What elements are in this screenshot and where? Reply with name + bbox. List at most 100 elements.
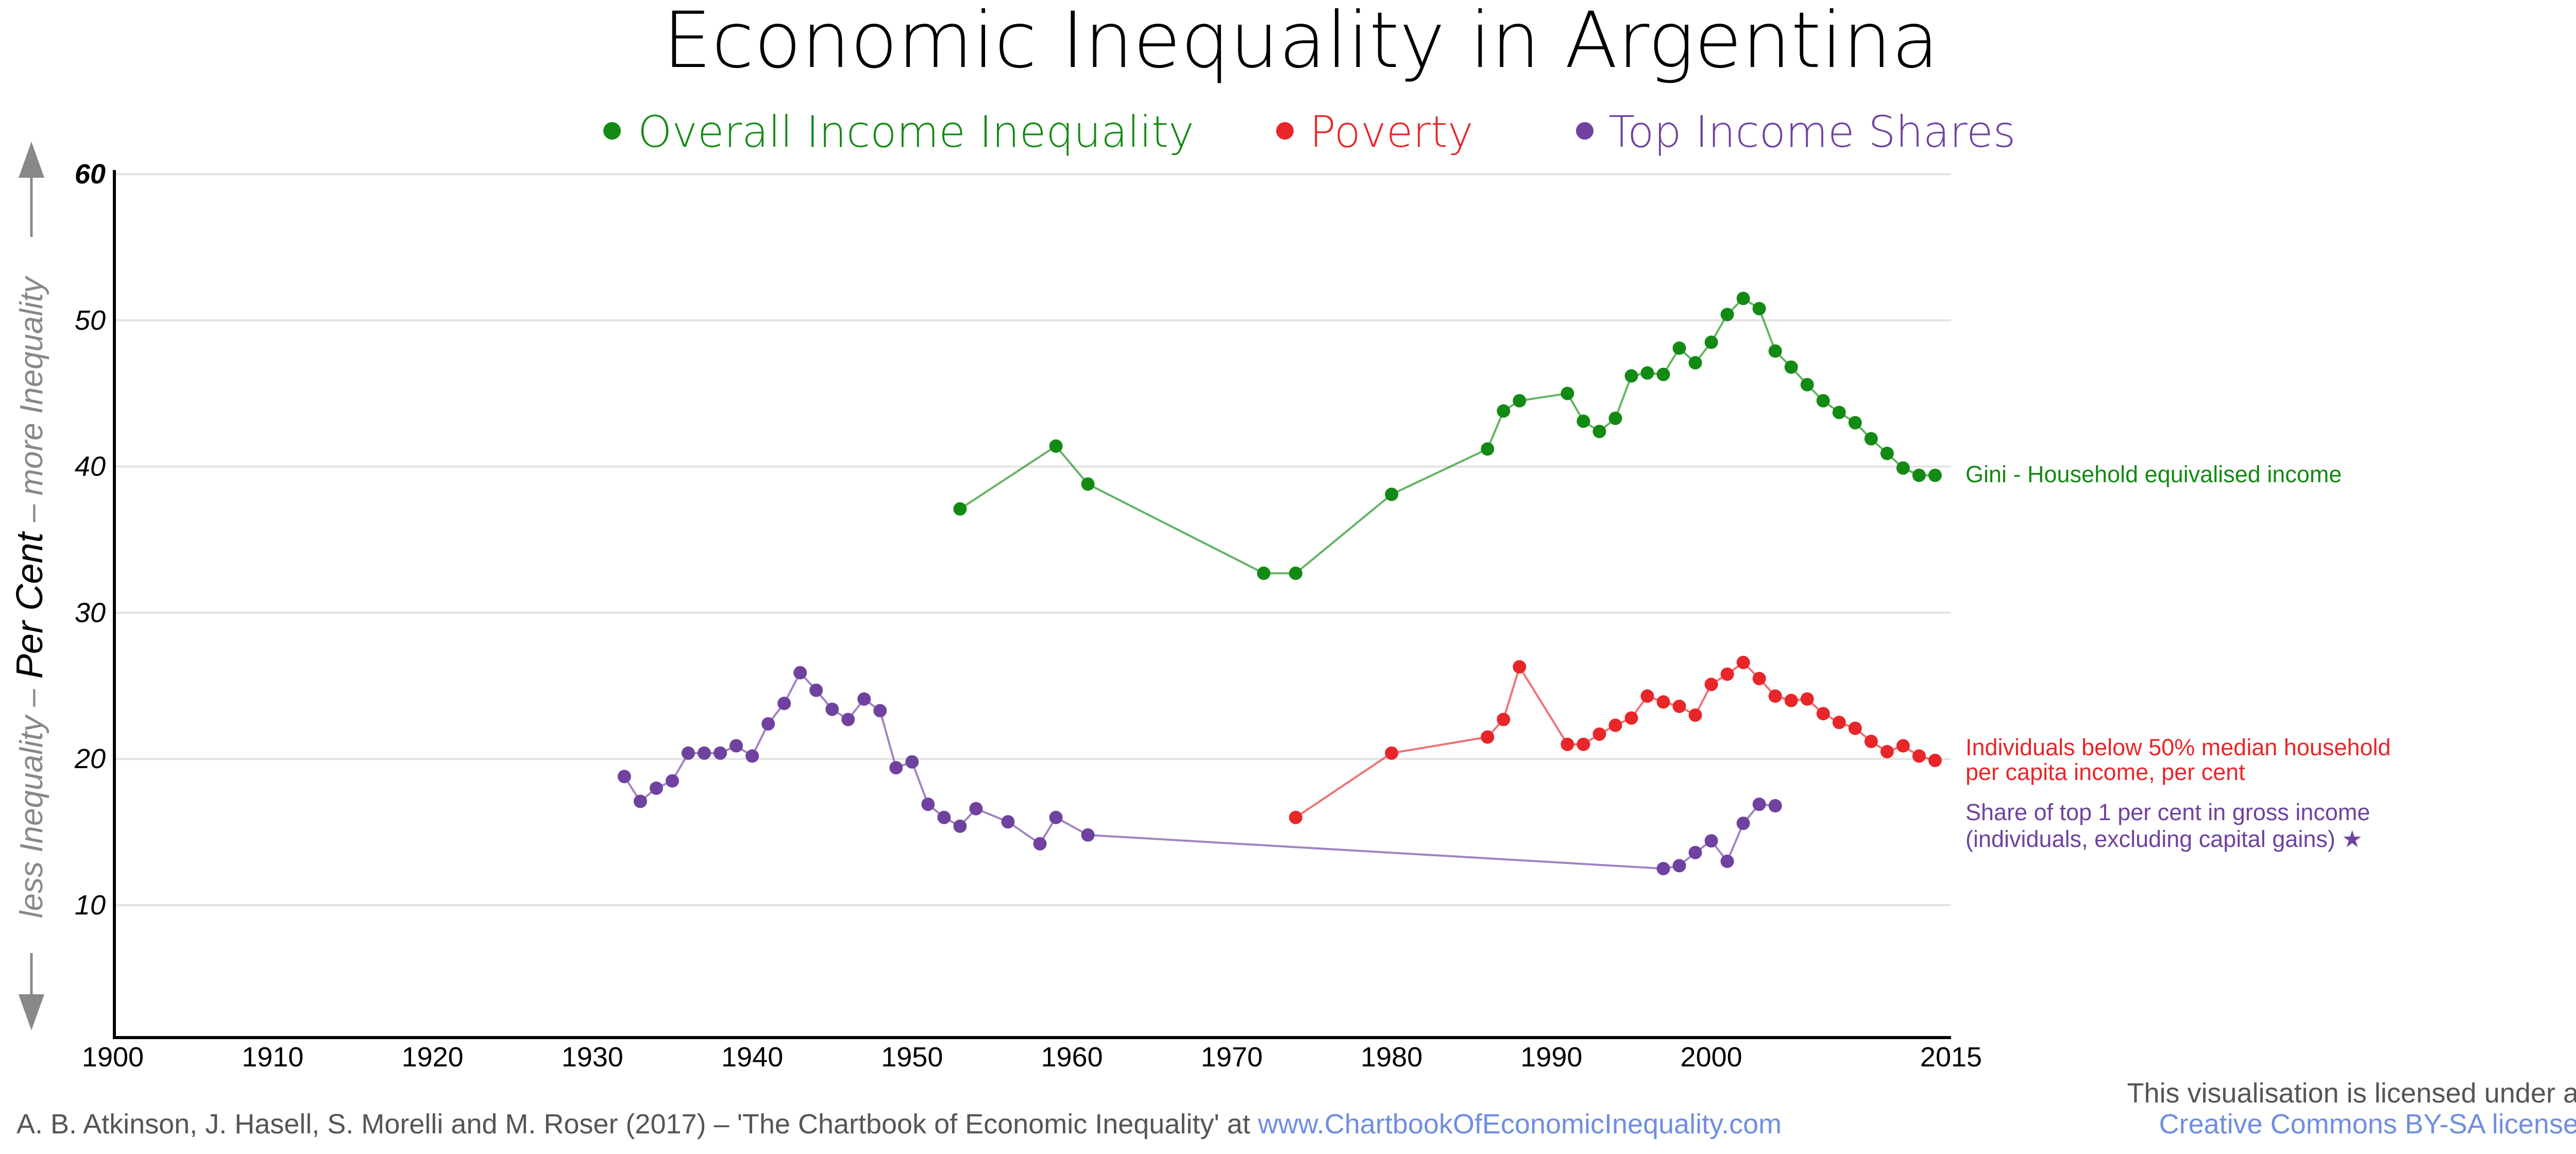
legend-label-poverty[interactable]: Poverty — [1310, 107, 1473, 157]
data-point[interactable] — [1816, 394, 1830, 408]
data-point[interactable] — [1385, 487, 1399, 501]
data-point[interactable] — [1832, 405, 1846, 419]
data-point[interactable] — [1257, 566, 1270, 580]
data-point[interactable] — [937, 810, 951, 824]
data-point[interactable] — [1736, 655, 1750, 669]
data-point[interactable] — [1720, 667, 1734, 681]
data-point[interactable] — [1768, 344, 1782, 358]
data-point[interactable] — [1624, 711, 1638, 725]
data-point[interactable] — [873, 704, 887, 718]
data-point[interactable] — [1720, 308, 1734, 321]
data-point[interactable] — [633, 794, 647, 808]
data-point[interactable] — [841, 712, 855, 726]
data-point[interactable] — [1928, 468, 1942, 482]
data-point[interactable] — [665, 774, 679, 788]
data-point[interactable] — [889, 761, 903, 775]
data-point[interactable] — [1816, 707, 1830, 721]
data-point[interactable] — [745, 749, 759, 763]
data-point[interactable] — [1561, 386, 1574, 400]
data-point[interactable] — [1656, 862, 1670, 876]
data-point[interactable] — [1704, 834, 1718, 848]
data-point[interactable] — [1848, 721, 1862, 735]
data-point[interactable] — [1289, 810, 1302, 824]
data-point[interactable] — [1688, 356, 1702, 370]
data-point[interactable] — [1784, 693, 1798, 707]
data-point[interactable] — [1672, 700, 1686, 714]
data-point[interactable] — [1880, 447, 1894, 461]
data-point[interactable] — [1608, 718, 1622, 732]
data-point[interactable] — [1704, 677, 1718, 691]
data-point[interactable] — [1592, 425, 1606, 438]
data-point[interactable] — [1049, 810, 1063, 824]
data-point[interactable] — [1577, 414, 1590, 428]
data-point[interactable] — [713, 746, 727, 760]
data-point[interactable] — [1385, 746, 1399, 760]
data-point[interactable] — [969, 802, 983, 816]
data-point[interactable] — [921, 797, 935, 811]
data-point[interactable] — [1800, 692, 1814, 706]
data-point[interactable] — [1033, 837, 1047, 851]
data-point[interactable] — [681, 746, 695, 760]
data-point[interactable] — [1497, 404, 1511, 418]
data-point[interactable] — [1481, 442, 1495, 456]
data-point[interactable] — [1081, 477, 1095, 491]
data-point[interactable] — [1640, 689, 1654, 703]
data-point[interactable] — [1624, 369, 1638, 383]
data-point[interactable] — [1081, 828, 1095, 842]
data-point[interactable] — [649, 781, 663, 795]
data-point[interactable] — [1896, 461, 1910, 475]
data-point[interactable] — [1784, 360, 1798, 374]
data-point[interactable] — [905, 755, 919, 769]
data-point[interactable] — [825, 702, 839, 716]
data-point[interactable] — [1928, 754, 1942, 768]
data-point[interactable] — [617, 770, 631, 784]
data-point[interactable] — [697, 746, 711, 760]
data-point[interactable] — [1848, 416, 1862, 430]
data-point[interactable] — [777, 697, 791, 710]
data-point[interactable] — [1768, 689, 1782, 703]
data-point[interactable] — [1688, 708, 1702, 722]
data-point[interactable] — [1640, 366, 1654, 380]
data-point[interactable] — [1001, 815, 1015, 829]
data-point[interactable] — [1880, 745, 1894, 759]
data-point[interactable] — [1688, 845, 1702, 859]
data-point[interactable] — [857, 692, 871, 706]
data-point[interactable] — [1736, 292, 1750, 306]
data-point[interactable] — [809, 683, 823, 697]
data-point[interactable] — [1049, 439, 1063, 453]
data-point[interactable] — [1513, 394, 1527, 408]
legend-label-top-income[interactable]: Top Income Shares — [1608, 107, 2015, 157]
data-point[interactable] — [1672, 341, 1686, 355]
data-point[interactable] — [1720, 854, 1734, 868]
license-link[interactable]: Creative Commons BY-SA license — [2159, 1109, 2576, 1140]
data-point[interactable] — [1752, 797, 1766, 811]
data-point[interactable] — [1592, 727, 1606, 741]
legend-label-inequality[interactable]: Overall Income Inequality — [638, 107, 1194, 157]
data-point[interactable] — [1656, 367, 1670, 381]
data-point[interactable] — [1497, 712, 1511, 726]
data-point[interactable] — [1768, 799, 1782, 813]
data-point[interactable] — [1513, 660, 1527, 674]
data-point[interactable] — [1752, 302, 1766, 316]
data-point[interactable] — [1832, 716, 1846, 729]
data-point[interactable] — [1896, 739, 1910, 753]
credit-link[interactable]: www.ChartbookOfEconomicInequality.com — [1258, 1109, 1782, 1140]
data-point[interactable] — [1912, 749, 1926, 763]
data-point[interactable] — [1704, 335, 1718, 349]
data-point[interactable] — [1912, 468, 1926, 482]
data-point[interactable] — [1289, 566, 1302, 580]
data-point[interactable] — [953, 819, 967, 833]
data-point[interactable] — [1656, 695, 1670, 709]
data-point[interactable] — [1864, 735, 1878, 749]
data-point[interactable] — [1864, 432, 1878, 446]
data-point[interactable] — [1800, 378, 1814, 392]
data-point[interactable] — [1561, 737, 1574, 751]
data-point[interactable] — [953, 502, 967, 516]
data-point[interactable] — [1481, 730, 1495, 744]
data-point[interactable] — [1608, 411, 1622, 425]
data-point[interactable] — [1736, 817, 1750, 830]
data-point[interactable] — [730, 739, 743, 753]
data-point[interactable] — [761, 717, 775, 731]
data-point[interactable] — [1752, 672, 1766, 686]
data-point[interactable] — [1577, 737, 1590, 751]
